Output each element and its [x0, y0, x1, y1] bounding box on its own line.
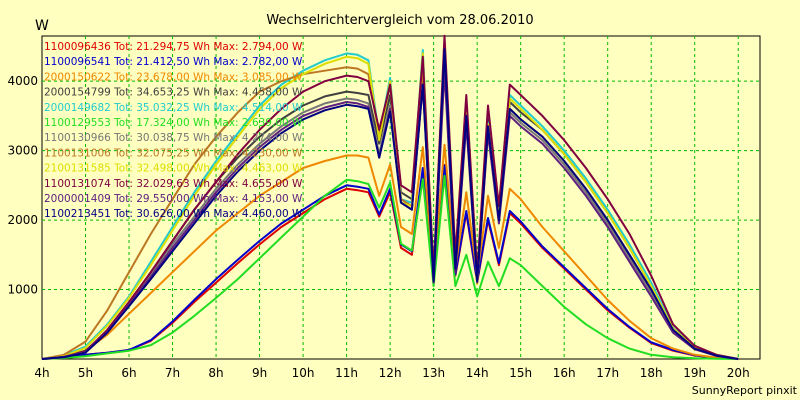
x-tick-label: 6h [121, 366, 136, 380]
y-axis-label: W [35, 18, 49, 34]
series-lines [41, 34, 739, 360]
x-tick-label: 5h [78, 366, 93, 380]
legend-entry: 2000150622 Tot: 23.678,00 Wh Max: 3.085,… [44, 71, 303, 83]
x-tick-label: 11h [335, 366, 358, 380]
x-tick-label: 7h [165, 366, 180, 380]
x-tick-label: 8h [208, 366, 223, 380]
x-tick-label: 9h [252, 366, 267, 380]
legend-entry: 1100129553 Tot: 17.324,00 Wh Max: 2.639,… [44, 117, 303, 129]
legend-entry: 1100096541 Tot: 21.412,50 Wh Max: 2.782,… [44, 56, 303, 68]
legend-entry: 2000149682 Tot: 35.032,25 Wh Max: 4.514,… [44, 102, 303, 114]
legend-entry: 1100096436 Tot: 21.294,75 Wh Max: 2.794,… [44, 41, 303, 53]
credit-text: SunnyReport pinxit [692, 384, 798, 397]
legend-entry: 2100131585 Tot: 32.498,00 Wh Max: 4.463,… [44, 163, 303, 175]
legend-entry: 1100213451 Tot: 30.626,00 Wh Max: 4.460,… [44, 208, 303, 220]
series-line [41, 143, 739, 360]
series-line [41, 48, 739, 360]
series-line [41, 34, 739, 360]
x-tick-label: 13h [422, 366, 445, 380]
x-tick-label: 17h [596, 366, 619, 380]
legend-entry: 1100131074 Tot: 32.029,63 Wh Max: 4.655,… [44, 178, 303, 190]
legend-entry: 2000154799 Tot: 34.653,25 Wh Max: 4.458,… [44, 87, 303, 99]
x-tick-label: 19h [683, 366, 706, 380]
series-line [41, 163, 739, 360]
series-line [41, 174, 739, 360]
axis-ticks: 4h 5h 6h 7h 8h 9h 10h 11h 12h 13h 14h 15h 16h 17h 18h 1… [7, 74, 749, 380]
y-tick-label: 3000 [7, 144, 38, 158]
x-tick-label: 12h [379, 366, 402, 380]
x-tick-label: 14h [466, 366, 489, 380]
legend-entry: 1100131006 Tot: 32.075,25 Wh Max: 4.230,… [44, 147, 303, 159]
x-tick-label: 18h [640, 366, 663, 380]
chart-title: Wechselrichtervergleich vom 28.06.2010 [266, 13, 533, 28]
y-tick-label: 2000 [7, 213, 38, 227]
legend-entry: 2000001409 Tot: 29.550,00 Wh Max: 4.153,… [44, 193, 303, 205]
legend: 1100096436 Tot: 21.294,75 Wh Max: 2.794,… [44, 41, 303, 220]
x-tick-label: 20h [727, 366, 750, 380]
x-tick-label: 4h [34, 366, 49, 380]
y-tick-label: 4000 [7, 74, 38, 88]
x-tick-label: 16h [553, 366, 576, 380]
x-tick-label: 10h [292, 366, 315, 380]
y-tick-label: 1000 [7, 283, 38, 297]
x-tick-label: 15h [509, 366, 532, 380]
legend-entry: 1100130966 Tot: 30.038,75 Wh Max: 4.274,… [44, 132, 303, 144]
